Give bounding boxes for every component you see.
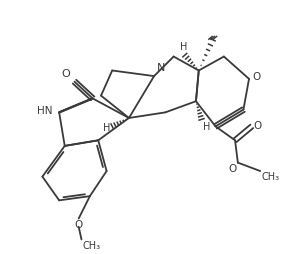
Text: HN: HN: [37, 106, 52, 116]
Text: O: O: [252, 72, 261, 83]
Text: CH₃: CH₃: [83, 241, 101, 251]
Text: O: O: [228, 164, 236, 174]
Text: H: H: [180, 42, 187, 52]
Text: N: N: [157, 63, 165, 73]
Text: CH₃: CH₃: [262, 172, 280, 182]
Text: O: O: [75, 220, 83, 230]
Text: H: H: [103, 123, 111, 133]
Text: O: O: [253, 121, 261, 131]
Text: H: H: [203, 122, 210, 132]
Text: O: O: [61, 69, 70, 79]
